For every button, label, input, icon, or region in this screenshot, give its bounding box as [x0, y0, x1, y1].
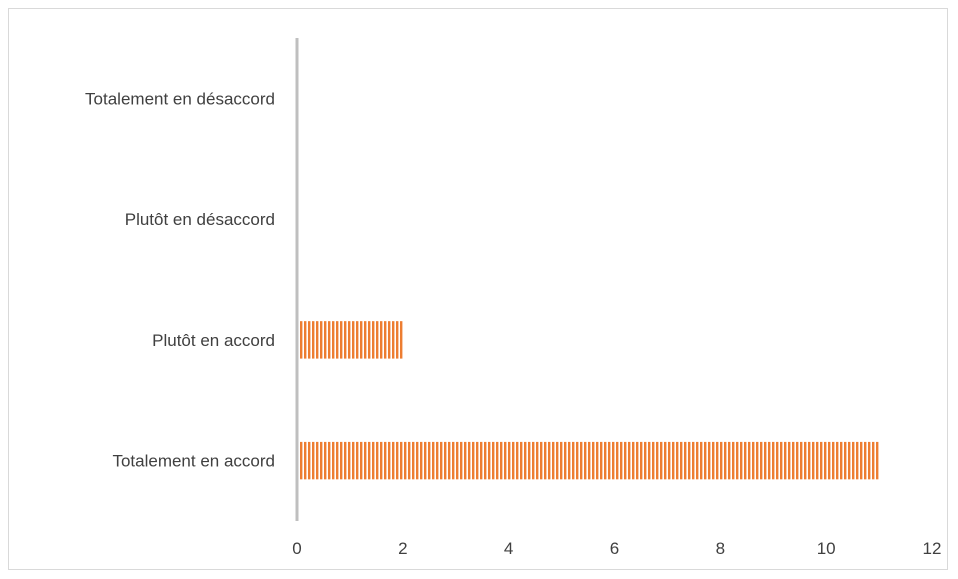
x-tick-label: 4: [504, 539, 513, 558]
x-tick-label: 6: [610, 539, 619, 558]
x-tick-label: 10: [817, 539, 836, 558]
category-label: Plutôt en accord: [152, 331, 275, 350]
bar: [298, 441, 880, 480]
x-tick-label: 0: [292, 539, 301, 558]
x-tick-label: 2: [398, 539, 407, 558]
category-label: Totalement en accord: [112, 452, 275, 471]
bars-group: [298, 321, 880, 480]
x-tick-label: 12: [923, 539, 942, 558]
category-label: Totalement en désaccord: [85, 89, 275, 108]
x-tick-label: 8: [716, 539, 725, 558]
bar: [298, 321, 403, 359]
category-label: Plutôt en désaccord: [125, 210, 275, 229]
x-tick-labels: 0 2 4 6 8 10 12: [292, 539, 941, 558]
category-labels: Totalement en désaccord Plutôt en désacco…: [85, 89, 275, 470]
